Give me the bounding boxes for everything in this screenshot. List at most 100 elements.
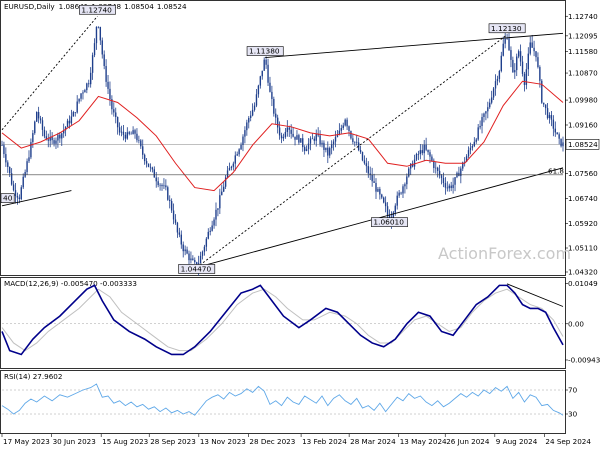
candle-body — [194, 260, 196, 263]
candle-body — [381, 194, 383, 198]
candle-body — [155, 177, 157, 182]
macd-line — [1, 284, 564, 356]
ohlc-low: 1.08504 — [124, 2, 154, 11]
current-price-box — [565, 139, 600, 150]
candle-body — [95, 26, 98, 44]
candle-body — [242, 136, 244, 145]
macd-title: MACD(12,26,9) -0.005470 -0.003333 — [4, 279, 137, 288]
price-annotation-label: 1.06010 — [373, 218, 404, 227]
candle-body — [496, 78, 499, 82]
candle-body — [251, 109, 254, 116]
candle-body — [88, 83, 90, 85]
candle-body — [452, 184, 454, 189]
candle-body — [151, 167, 154, 170]
candle-body — [487, 107, 489, 112]
candle-body — [463, 161, 466, 163]
candle-body — [201, 251, 204, 256]
candle-body — [521, 61, 524, 74]
candle-body — [298, 135, 300, 143]
price-tick-label: 1.12095 — [568, 31, 598, 40]
candle-body — [3, 145, 5, 155]
candle-body — [109, 88, 111, 100]
candle-body — [402, 186, 404, 194]
candle-body — [338, 130, 341, 135]
candle-body — [276, 117, 279, 128]
candle-body — [336, 134, 339, 138]
candle-body — [101, 40, 103, 55]
time-tick-label: 28 Sep 2023 — [150, 437, 196, 446]
candle-body — [1, 145, 3, 146]
candle-body — [296, 135, 298, 140]
time-tick-label: 17 May 2023 — [3, 437, 50, 446]
candle-body — [93, 43, 96, 56]
candle-body — [541, 80, 543, 103]
candle-body — [340, 128, 342, 131]
candle-body — [16, 196, 19, 198]
candle-body — [209, 230, 211, 232]
candle-body — [431, 156, 433, 161]
candle-body — [481, 117, 483, 126]
candle-body — [332, 141, 335, 145]
candle-body — [7, 162, 9, 167]
price-tick-label: 1.06740 — [568, 194, 598, 203]
price-annotation-box — [371, 217, 408, 227]
candle-body — [354, 141, 356, 143]
candle-body — [454, 177, 456, 185]
price-tick-label: 1.07560 — [568, 169, 598, 178]
candle-body — [477, 127, 479, 140]
candle-body — [502, 43, 504, 56]
candle-body — [392, 212, 395, 218]
candle-body — [188, 253, 190, 261]
candle-body — [313, 138, 316, 141]
candle-body — [383, 197, 385, 203]
candle-body — [346, 119, 348, 127]
candle-body — [128, 132, 130, 134]
candle-body — [307, 143, 310, 150]
candle-body — [311, 138, 314, 140]
candle-body — [257, 85, 260, 95]
price-annotation-label: 1.11380 — [249, 47, 280, 56]
candle-body — [315, 133, 317, 141]
candle-body — [436, 167, 439, 171]
candle-body — [143, 154, 146, 162]
candle-body — [510, 50, 512, 60]
candle-body — [504, 38, 506, 44]
candle-body — [5, 154, 7, 163]
candle-body — [363, 160, 366, 164]
candle-body — [149, 166, 152, 168]
candle-body — [111, 99, 113, 110]
candle-body — [174, 219, 177, 223]
candle-body — [14, 190, 17, 197]
candle-body — [89, 72, 92, 85]
candle-body — [317, 133, 319, 136]
candle-body — [82, 92, 84, 94]
candle-body — [190, 258, 192, 261]
candle-body — [57, 134, 59, 141]
candle-body — [506, 38, 508, 39]
candle-body — [130, 133, 132, 135]
candle-body — [192, 258, 194, 261]
candle-body — [342, 125, 344, 129]
candle-body — [115, 112, 117, 118]
candle-body — [309, 138, 312, 144]
candle-body — [560, 138, 562, 147]
candle-body — [552, 119, 555, 129]
candle-body — [271, 91, 273, 99]
candle-body — [423, 144, 425, 154]
candle-body — [157, 181, 159, 186]
candle-body — [562, 142, 564, 147]
candle-body — [269, 82, 271, 92]
candle-body — [215, 209, 217, 220]
rsi-tick-label: 30 — [568, 410, 578, 419]
candle-body — [417, 153, 420, 155]
candle-body — [398, 192, 400, 196]
candle-body — [180, 234, 182, 245]
candle-body — [550, 115, 553, 120]
candle-body — [18, 197, 21, 200]
candle-body — [433, 160, 435, 169]
trendline — [265, 32, 564, 59]
candle-body — [352, 138, 354, 143]
candle-body — [9, 166, 11, 174]
candle-body — [302, 138, 304, 148]
